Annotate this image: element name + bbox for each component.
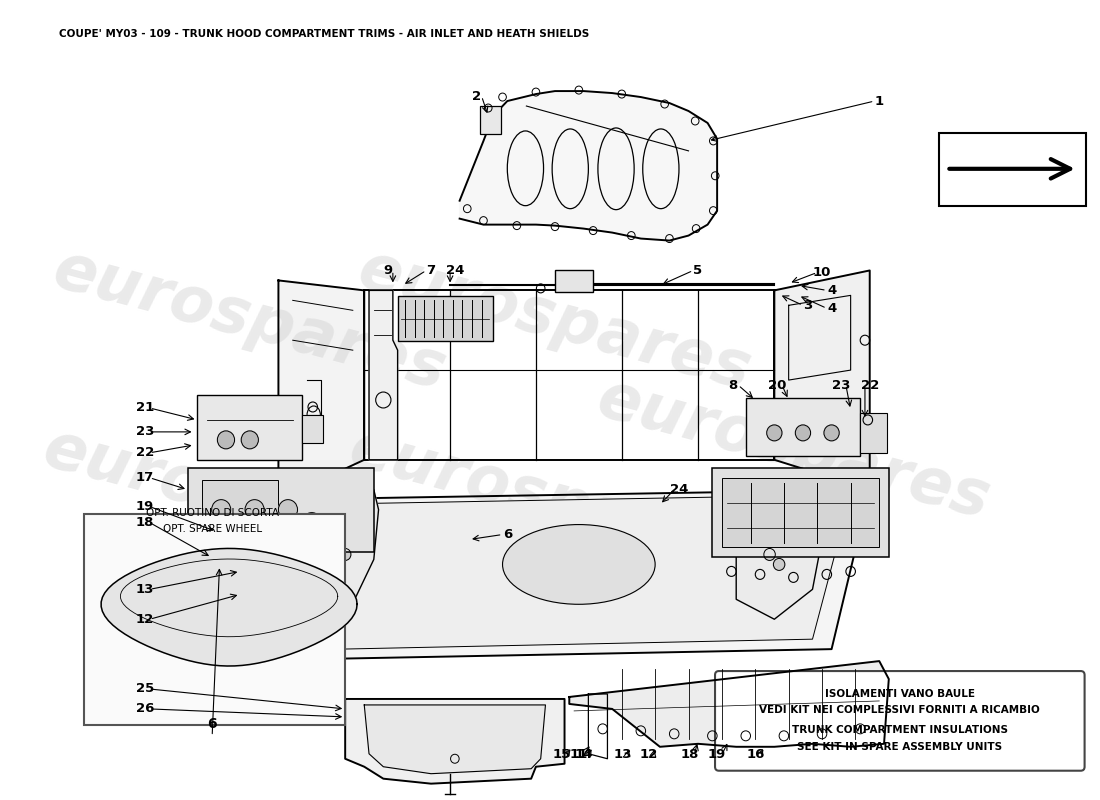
Text: 20: 20 xyxy=(768,378,786,391)
Text: 12: 12 xyxy=(639,748,658,762)
Text: 17: 17 xyxy=(135,471,154,484)
Text: 5: 5 xyxy=(693,264,703,277)
Circle shape xyxy=(763,549,776,561)
Polygon shape xyxy=(736,478,822,619)
Circle shape xyxy=(302,513,321,533)
Polygon shape xyxy=(101,549,358,666)
Circle shape xyxy=(340,549,351,561)
Text: 24: 24 xyxy=(670,483,689,496)
Text: 13: 13 xyxy=(135,583,154,596)
Bar xyxy=(713,468,889,558)
Circle shape xyxy=(773,558,784,570)
Text: 23: 23 xyxy=(832,378,850,391)
Text: 8: 8 xyxy=(728,378,738,391)
Text: 19: 19 xyxy=(708,748,726,762)
Bar xyxy=(556,270,593,292)
FancyBboxPatch shape xyxy=(85,514,345,725)
Text: 15: 15 xyxy=(552,748,571,762)
Text: 23: 23 xyxy=(135,426,154,438)
Text: 4: 4 xyxy=(827,284,836,297)
Bar xyxy=(197,395,303,460)
Text: 12: 12 xyxy=(135,613,154,626)
Bar xyxy=(397,296,493,342)
Text: ISOLAMENTI VANO BAULE: ISOLAMENTI VANO BAULE xyxy=(825,689,975,699)
Circle shape xyxy=(824,425,839,441)
Bar xyxy=(188,468,374,553)
Bar xyxy=(746,398,860,456)
Polygon shape xyxy=(570,661,889,746)
Text: 19: 19 xyxy=(135,500,154,513)
Text: 22: 22 xyxy=(860,378,879,391)
Ellipse shape xyxy=(503,525,656,604)
Bar xyxy=(722,478,879,547)
Text: 16: 16 xyxy=(746,748,764,762)
Text: 24: 24 xyxy=(446,264,464,277)
Text: 1: 1 xyxy=(874,94,883,107)
Text: COUPE' MY03 - 109 - TRUNK HOOD COMPARTMENT TRIMS - AIR INLET AND HEATH SHIELDS: COUPE' MY03 - 109 - TRUNK HOOD COMPARTME… xyxy=(59,30,590,39)
Text: 7: 7 xyxy=(427,264,436,277)
Text: 18: 18 xyxy=(135,516,154,529)
Text: 25: 25 xyxy=(135,682,154,695)
Bar xyxy=(860,413,887,453)
Circle shape xyxy=(330,538,341,550)
Polygon shape xyxy=(278,490,870,659)
Circle shape xyxy=(245,500,264,519)
Text: 13: 13 xyxy=(614,748,631,762)
Text: 11: 11 xyxy=(570,748,589,762)
Circle shape xyxy=(211,500,231,519)
Text: 6: 6 xyxy=(207,718,217,731)
Polygon shape xyxy=(368,290,397,460)
Text: TRUNK COMPARTMENT INSULATIONS: TRUNK COMPARTMENT INSULATIONS xyxy=(792,725,1008,735)
Circle shape xyxy=(795,425,811,441)
Text: OPT. RUOTINO DI SCORTA: OPT. RUOTINO DI SCORTA xyxy=(145,508,278,518)
Circle shape xyxy=(278,500,297,519)
Text: eurospares: eurospares xyxy=(342,418,749,582)
Text: eurospares: eurospares xyxy=(46,238,453,402)
Text: 26: 26 xyxy=(135,702,154,715)
Text: 18: 18 xyxy=(680,748,698,762)
Polygon shape xyxy=(302,494,850,649)
Text: VEDI KIT NEI COMPLESSIVI FORNITI A RICAMBIO: VEDI KIT NEI COMPLESSIVI FORNITI A RICAM… xyxy=(759,705,1041,715)
Text: 10: 10 xyxy=(813,266,832,279)
Polygon shape xyxy=(278,281,364,500)
Text: 21: 21 xyxy=(135,402,154,414)
Text: eurospares: eurospares xyxy=(352,238,758,402)
Bar xyxy=(939,133,1086,206)
Text: 4: 4 xyxy=(827,302,836,315)
Text: OPT. SPARE WHEEL: OPT. SPARE WHEEL xyxy=(163,523,262,534)
Text: 6: 6 xyxy=(503,528,512,541)
Circle shape xyxy=(767,425,782,441)
Polygon shape xyxy=(345,699,564,784)
Circle shape xyxy=(241,431,258,449)
Bar xyxy=(202,480,278,539)
Text: 9: 9 xyxy=(384,264,393,277)
Polygon shape xyxy=(774,270,870,490)
Text: 3: 3 xyxy=(803,299,813,312)
Polygon shape xyxy=(460,91,717,241)
Bar xyxy=(302,415,323,443)
Text: 22: 22 xyxy=(135,446,154,459)
Polygon shape xyxy=(315,490,378,599)
Text: eurospares: eurospares xyxy=(37,418,443,582)
Text: 2: 2 xyxy=(472,90,482,102)
Polygon shape xyxy=(364,705,546,774)
Circle shape xyxy=(218,431,234,449)
Text: 14: 14 xyxy=(574,748,593,762)
Text: SEE KIT IN SPARE ASSEMBLY UNITS: SEE KIT IN SPARE ASSEMBLY UNITS xyxy=(798,742,1002,752)
Text: eurospares: eurospares xyxy=(591,368,997,532)
Bar xyxy=(480,106,501,134)
FancyBboxPatch shape xyxy=(715,671,1085,770)
